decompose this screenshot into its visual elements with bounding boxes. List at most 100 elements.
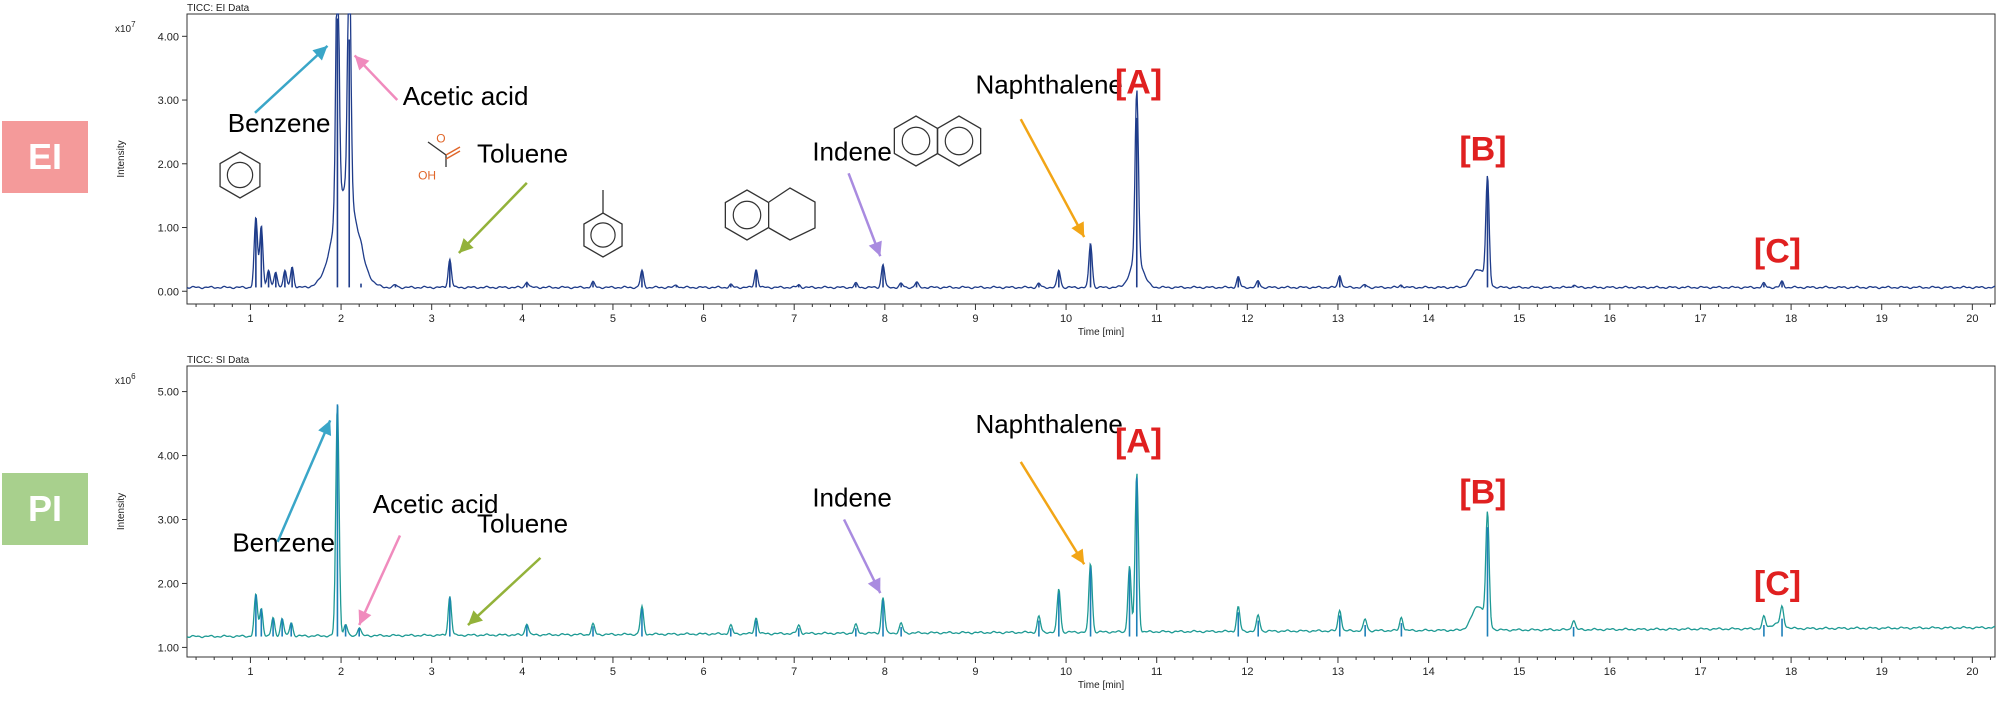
peak-marker-label: [A] [1115,422,1162,460]
y-multiplier-base: x10 [115,376,132,387]
benzene-structure [219,151,261,199]
arrow-shaft [1019,461,1086,565]
arrow-shaft [358,534,402,626]
annotation-arrow [457,182,528,254]
peak-marker-label: [B] [1459,474,1506,512]
arrow-head [358,609,372,626]
ring-bond [893,115,939,167]
chart-panel-ei: TICC: EI Datax107Intensity0.001.002.003.… [115,3,1996,338]
x-axis-label: Time [min] [1078,680,1125,691]
compound-label: Acetic acid [403,81,529,111]
arrow-head [1071,221,1085,238]
toluene-structure [583,190,623,258]
x-tick-label: 1 [247,313,253,325]
chart-panel-si: TICC: SI Datax106Intensity1.002.003.004.… [115,355,1996,691]
signal-trace [186,405,1996,639]
x-tick-label: 17 [1694,313,1706,325]
annotation-arrow [358,534,402,626]
compound-label: Indene [812,137,892,167]
x-tick-label: 13 [1332,666,1344,678]
annotation-arrow [254,44,329,114]
y-axis-label: Intensity [116,493,127,530]
y-tick-label: 4.00 [158,451,179,463]
x-tick-label: 3 [429,313,435,325]
arrow-head [467,610,483,626]
compound-label: Toluene [477,139,568,169]
x-tick-label: 5 [610,313,616,325]
naphthalene-structure-ring2 [936,115,982,167]
aromatic-circle [226,161,254,189]
arrow-head [867,577,881,594]
ring-bond [219,151,261,199]
naphthalene-structure [893,115,939,167]
x-tick-label: 11 [1151,313,1162,325]
x-tick-label: 4 [519,313,525,325]
x-tick-label: 16 [1604,313,1616,325]
arrow-shaft [276,419,332,543]
y-tick-label: 2.00 [158,578,179,590]
aromatic-circle [944,126,974,156]
x-tick-label: 3 [429,666,435,678]
x-tick-label: 2 [338,313,344,325]
x-axis-label: Time [min] [1078,327,1125,338]
x-tick-label: 4 [519,666,525,678]
arrow-head [318,420,332,436]
x-tick-label: 1 [247,666,253,678]
annotation-arrow [847,172,882,257]
y-tick-label: 2.00 [158,159,179,171]
ring-bond [936,115,982,167]
x-tick-label: 12 [1241,666,1253,678]
x-tick-label: 15 [1513,666,1525,678]
x-tick-label: 6 [701,313,707,325]
compound-label: Naphthalene [975,70,1122,100]
acetic-acid-structure: O OH [418,132,461,183]
arrow-head [1070,548,1085,565]
x-tick-label: 17 [1694,666,1706,678]
aromatic-circle [732,200,762,230]
structure-atom-label: O [436,132,445,146]
annotation-arrow [1019,118,1086,238]
annotation-arrow [276,419,332,543]
x-tick-label: 8 [882,666,888,678]
arrow-head [312,45,328,61]
annotation-arrow [1019,461,1086,565]
x-tick-label: 14 [1422,313,1434,325]
chart-title: TICC: SI Data [187,355,250,366]
structure-atom-label: OH [418,169,436,183]
peak-marker-label: [C] [1754,233,1801,271]
y-multiplier: x106 [115,372,136,387]
plot-frame [186,365,1996,658]
y-tick-label: 3.00 [158,95,179,107]
x-tick-label: 7 [791,666,797,678]
annotation-arrow [842,518,882,594]
x-tick-label: 2 [338,666,344,678]
y-tick-label: 1.00 [158,642,179,654]
annotation-arrow [467,556,542,626]
x-tick-label: 9 [972,666,978,678]
y-multiplier-base: x10 [115,24,132,35]
x-tick-label: 15 [1513,313,1525,325]
y-tick-label: 4.00 [158,31,179,43]
y-axis-label: Intensity [116,140,127,177]
arrow-shaft [457,182,528,254]
annotation-arrow [353,54,399,101]
y-multiplier-exponent: 7 [131,20,136,29]
arrow-head [868,240,882,257]
x-tick-label: 20 [1966,313,1978,325]
x-tick-label: 14 [1422,666,1434,678]
compound-label: Toluene [477,508,568,538]
peak-marker-label: [C] [1754,565,1801,603]
x-tick-label: 13 [1332,313,1344,325]
x-tick-label: 7 [791,313,797,325]
x-tick-label: 12 [1241,313,1253,325]
arrow-head [354,55,370,71]
x-tick-label: 6 [701,666,707,678]
chart-title: TICC: EI Data [187,3,250,14]
y-tick-label: 5.00 [158,387,179,399]
y-multiplier: x107 [115,20,136,35]
compound-label: Benzene [228,108,331,138]
x-tick-label: 8 [882,313,888,325]
x-tick-label: 18 [1785,666,1797,678]
compound-label: Naphthalene [975,409,1122,439]
